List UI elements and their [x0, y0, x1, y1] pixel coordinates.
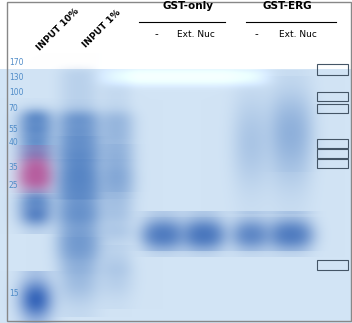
Bar — [317, 149, 348, 158]
Text: 100: 100 — [9, 88, 23, 97]
Text: INPUT 10%: INPUT 10% — [36, 6, 81, 52]
Text: -: - — [254, 30, 258, 39]
Bar — [317, 104, 348, 113]
Text: -: - — [155, 30, 158, 39]
Text: 70: 70 — [9, 104, 19, 113]
Text: Ext. Nuc: Ext. Nuc — [177, 30, 215, 39]
Bar — [317, 139, 348, 148]
Text: 40: 40 — [9, 138, 19, 147]
Text: Ext. Nuc: Ext. Nuc — [278, 30, 316, 39]
Text: 130: 130 — [9, 73, 23, 82]
Text: INPUT 1%: INPUT 1% — [81, 8, 122, 50]
Text: GST-ERG: GST-ERG — [262, 1, 312, 11]
Bar — [317, 92, 348, 101]
Text: 55: 55 — [9, 125, 19, 134]
Bar — [317, 159, 348, 168]
Text: GST-only: GST-only — [163, 1, 214, 11]
Bar — [317, 64, 348, 75]
Bar — [317, 260, 348, 270]
Text: 35: 35 — [9, 163, 19, 172]
Text: 170: 170 — [9, 58, 23, 68]
Text: 15: 15 — [9, 289, 18, 298]
Text: 25: 25 — [9, 181, 18, 190]
